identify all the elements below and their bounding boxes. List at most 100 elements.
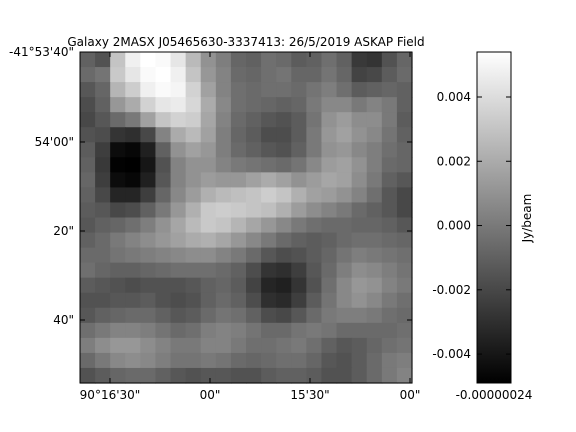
heatmap-cell <box>80 142 96 158</box>
heatmap-cell <box>185 367 202 384</box>
heatmap-cell <box>155 97 172 113</box>
heatmap-cell <box>396 277 413 294</box>
heatmap-cell <box>140 82 157 98</box>
heatmap-cell <box>125 232 141 249</box>
heatmap-cell <box>261 277 277 294</box>
y-tick-label: -41°53'40" <box>9 45 74 59</box>
heatmap-cell <box>246 277 262 294</box>
heatmap-cell <box>366 52 383 68</box>
heatmap-cell <box>215 187 232 204</box>
heatmap-cell <box>321 352 338 369</box>
heatmap-cell <box>155 367 172 384</box>
heatmap-cell <box>381 142 398 158</box>
heatmap-cell <box>215 322 232 339</box>
heatmap-cell <box>155 82 172 98</box>
heatmap-cell <box>155 277 172 294</box>
heatmap-cell <box>155 232 172 249</box>
colorbar-tick-label: 0.004 <box>437 90 471 104</box>
heatmap-cell <box>336 367 353 384</box>
heatmap-cell <box>185 52 202 68</box>
heatmap-cell <box>396 97 413 113</box>
heatmap-cell <box>381 82 398 98</box>
heatmap-cell <box>321 187 338 204</box>
heatmap-cell <box>125 157 141 173</box>
colorbar-gradient <box>476 51 512 384</box>
heatmap-cell <box>351 292 368 309</box>
heatmap-cell <box>200 262 217 279</box>
heatmap-cell <box>381 232 398 249</box>
heatmap-cell <box>185 127 202 143</box>
heatmap-cell <box>306 337 323 354</box>
heatmap-cell <box>185 187 202 204</box>
heatmap-cell <box>291 202 307 219</box>
heatmap-cell <box>80 352 96 369</box>
heatmap-cell <box>321 142 338 158</box>
heatmap-cell <box>200 142 217 158</box>
heatmap-cell <box>200 292 217 309</box>
heatmap-cell <box>381 247 398 264</box>
heatmap-cell <box>125 142 141 158</box>
heatmap-cell <box>200 337 217 354</box>
heatmap-cell <box>230 157 247 173</box>
heatmap-cell <box>185 307 202 324</box>
heatmap-cell <box>351 112 368 128</box>
heatmap-cell <box>351 97 368 113</box>
heatmap-cell <box>291 247 307 264</box>
heatmap-cell <box>336 307 353 324</box>
heatmap-cell <box>80 217 96 234</box>
colorbar-label: Jy/beam <box>520 194 534 244</box>
x-axis: 90°16'30" 00" 15'30" 00" <box>80 52 420 402</box>
heatmap-cell <box>246 187 262 204</box>
heatmap-cell <box>125 217 141 234</box>
heatmap-cell <box>140 172 157 189</box>
heatmap-cell <box>321 52 338 68</box>
heatmap-cell <box>381 67 398 83</box>
heatmap-cell <box>95 262 111 279</box>
heatmap-cell <box>306 367 323 384</box>
heatmap-cell <box>246 217 262 234</box>
heatmap-cell <box>185 157 202 173</box>
heatmap-cell <box>230 322 247 339</box>
heatmap-cell <box>125 262 141 279</box>
heatmap-cell <box>396 157 413 173</box>
heatmap-cell <box>125 292 141 309</box>
heatmap-cell <box>170 172 187 189</box>
heatmap-cell <box>110 142 126 158</box>
heatmap-cell <box>351 52 368 68</box>
heatmap-cell <box>306 112 323 128</box>
heatmap-cell <box>140 67 157 83</box>
heatmap-cell <box>230 202 247 219</box>
heatmap-cell <box>95 292 111 309</box>
heatmap-cell <box>185 142 202 158</box>
heatmap-cell <box>230 367 247 384</box>
heatmap-cell <box>396 142 413 158</box>
heatmap-cell <box>215 82 232 98</box>
heatmap-cell <box>246 172 262 189</box>
heatmap-cell <box>306 247 323 264</box>
x-tick-label: 15'30" <box>290 388 329 402</box>
heatmap-cell <box>125 187 141 204</box>
heatmap-cell <box>140 52 157 68</box>
heatmap-cell <box>381 187 398 204</box>
heatmap-cell <box>230 127 247 143</box>
heatmap-cell <box>185 217 202 234</box>
heatmap-cell <box>170 187 187 204</box>
heatmap-cell <box>185 202 202 219</box>
heatmap-cell <box>140 202 157 219</box>
heatmap-cell <box>381 52 398 68</box>
heatmap-cell <box>381 277 398 294</box>
heatmap-cell <box>170 232 187 249</box>
heatmap-cell <box>336 82 353 98</box>
heatmap-cell <box>261 307 277 324</box>
heatmap-cell <box>381 172 398 189</box>
heatmap-cell <box>351 127 368 143</box>
heatmap-cell <box>110 112 126 128</box>
heatmap-cell <box>291 337 307 354</box>
heatmap-cell <box>336 127 353 143</box>
heatmap-cell <box>366 337 383 354</box>
heatmap-cell <box>321 67 338 83</box>
heatmap-cell <box>396 67 413 83</box>
heatmap-cell <box>306 127 323 143</box>
heatmap-cell <box>125 277 141 294</box>
heatmap-cell <box>351 187 368 204</box>
